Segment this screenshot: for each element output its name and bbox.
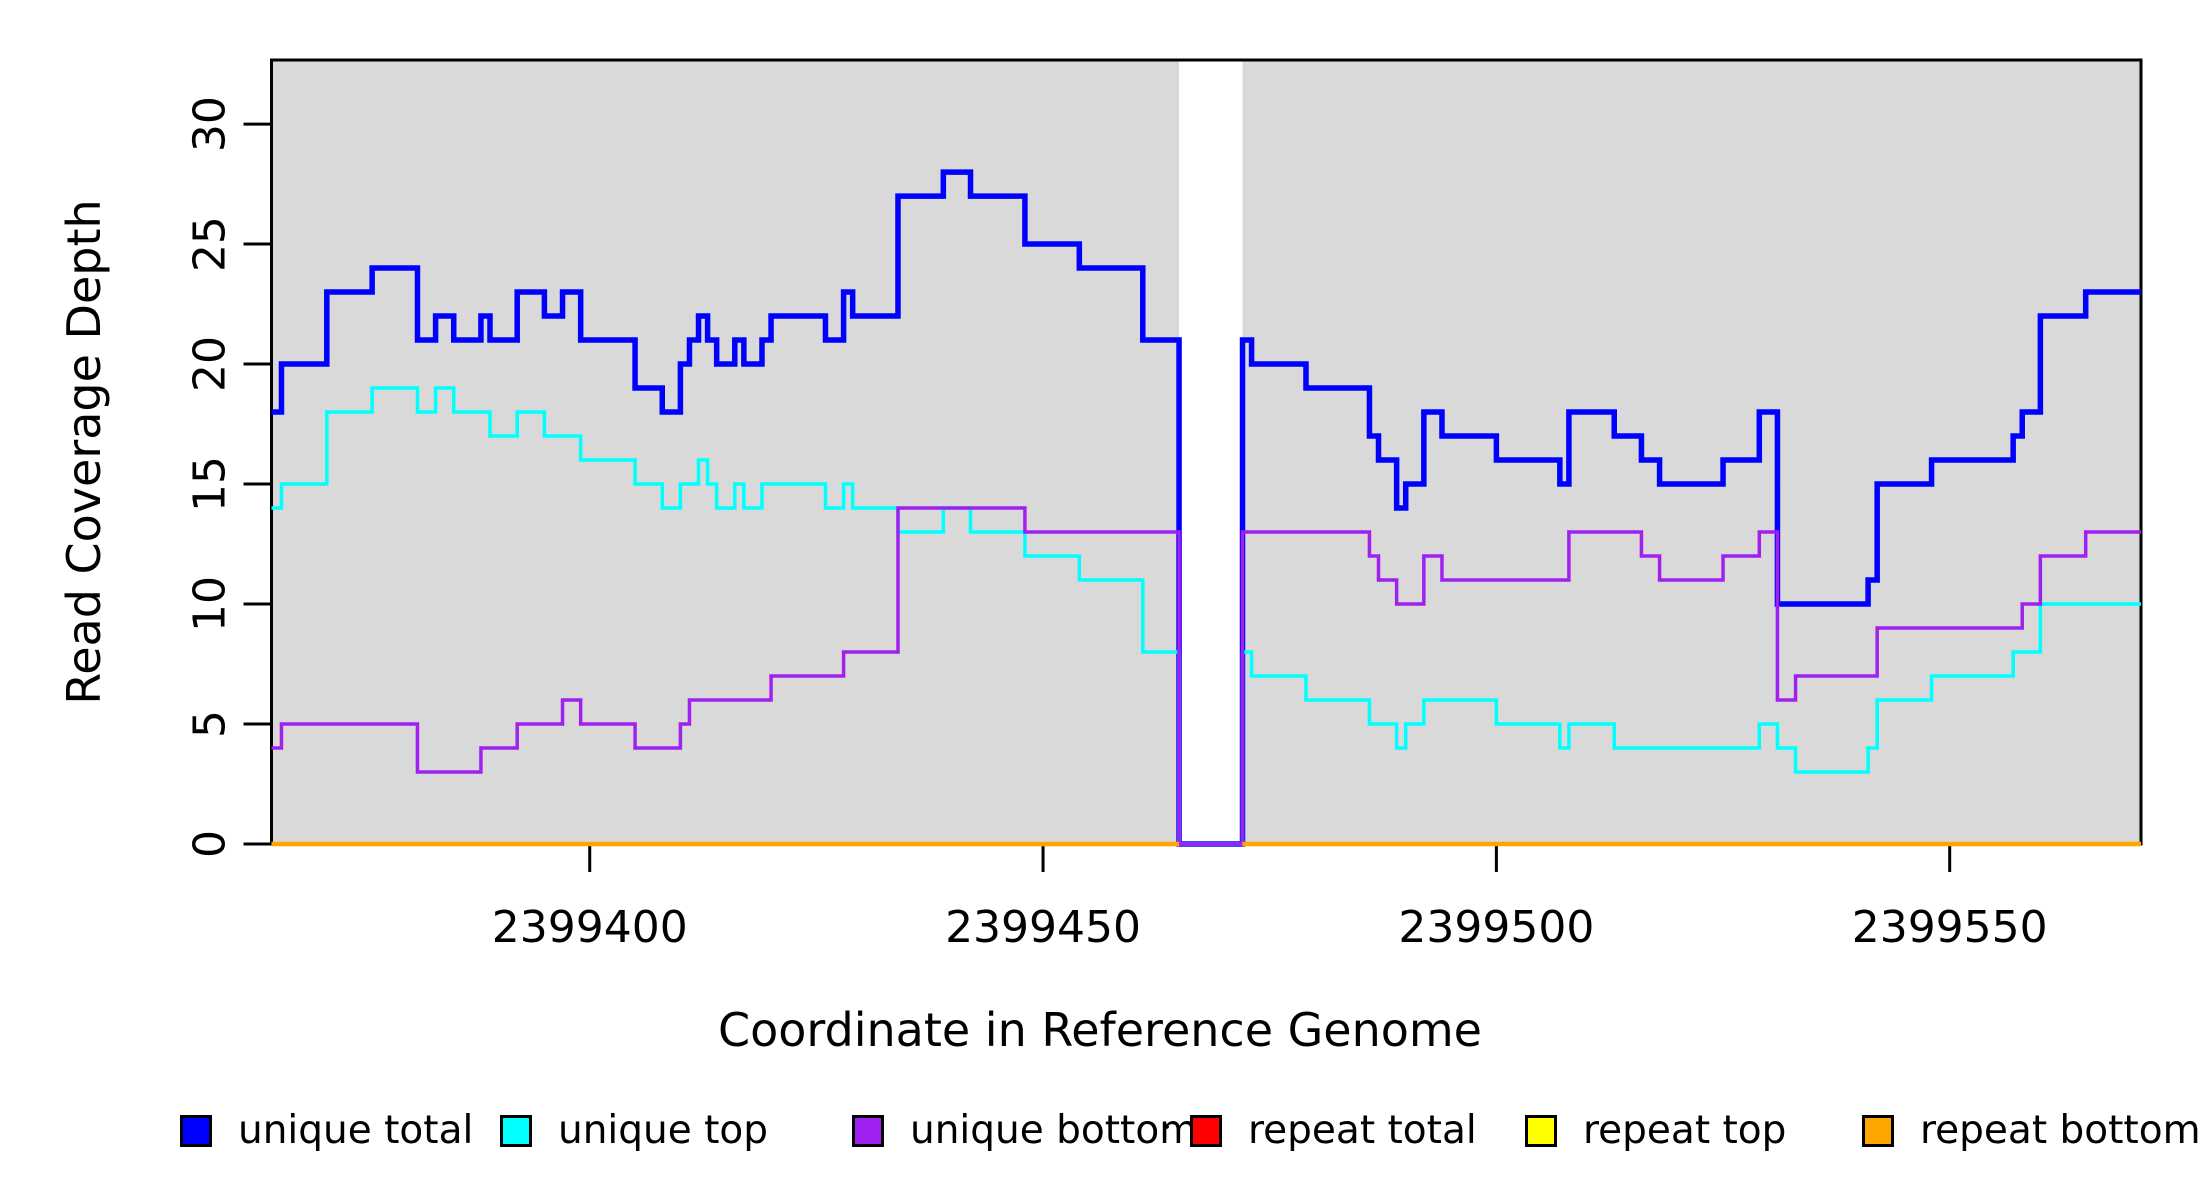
legend-item-repeat-total: repeat total [1190, 1108, 1477, 1153]
repeat-bottom-swatch-icon [1862, 1115, 1894, 1147]
masked-gap-region [1179, 60, 1243, 844]
x-axis-tick-label: 2399500 [1398, 902, 1594, 953]
legend-dot-artifact [1164, 1124, 1169, 1129]
y-axis-tick-label: 5 [185, 710, 236, 738]
legend-item-repeat-bottom: repeat bottom [1862, 1108, 2200, 1153]
unique-top-swatch-icon [500, 1115, 532, 1147]
y-axis-tick-label: 10 [185, 576, 236, 632]
legend-item-label: repeat bottom [1920, 1108, 2200, 1153]
series-unique-total-line [271, 169, 2141, 847]
legend-item-label: unique total [238, 1108, 474, 1153]
legend-item-label: unique top [558, 1108, 769, 1153]
y-axis-tick-label: 15 [185, 456, 236, 512]
y-axis-title: Read Coverage Depth [57, 199, 111, 705]
y-axis-tick-label: 20 [185, 336, 236, 392]
legend-item-label: repeat top [1583, 1108, 1787, 1153]
legend-item-unique-top: unique top [500, 1108, 769, 1153]
legend-item-unique-total: unique total [180, 1108, 474, 1153]
y-axis-tick-label: 30 [185, 96, 236, 152]
x-axis-title: Coordinate in Reference Genome [718, 1003, 1482, 1057]
coverage-plot: 2399400 2399450 2399500 2399550 0 5 10 15 20 25 30 [185, 58, 2143, 953]
series-unique-bottom-line [271, 506, 2141, 846]
legend-item-repeat-top: repeat top [1525, 1108, 1787, 1153]
repeat-top-swatch-icon [1525, 1115, 1557, 1147]
series-unique-top-line [271, 386, 2141, 846]
y-axis-tick-label: 25 [185, 216, 236, 272]
legend-item-label: unique bottom [910, 1108, 1198, 1153]
legend-item-unique-bottom: unique bottom [852, 1108, 1198, 1153]
legend-item-label: repeat total [1248, 1108, 1477, 1153]
x-axis-tick-label: 2399550 [1852, 902, 2048, 953]
unique-bottom-swatch-icon [852, 1115, 884, 1147]
x-axis-tick-label: 2399400 [492, 902, 688, 953]
y-axis-tick-label: 0 [185, 830, 236, 858]
repeat-total-swatch-icon [1190, 1115, 1222, 1147]
unique-total-swatch-icon [180, 1115, 212, 1147]
x-axis-tick-label: 2399450 [945, 902, 1141, 953]
